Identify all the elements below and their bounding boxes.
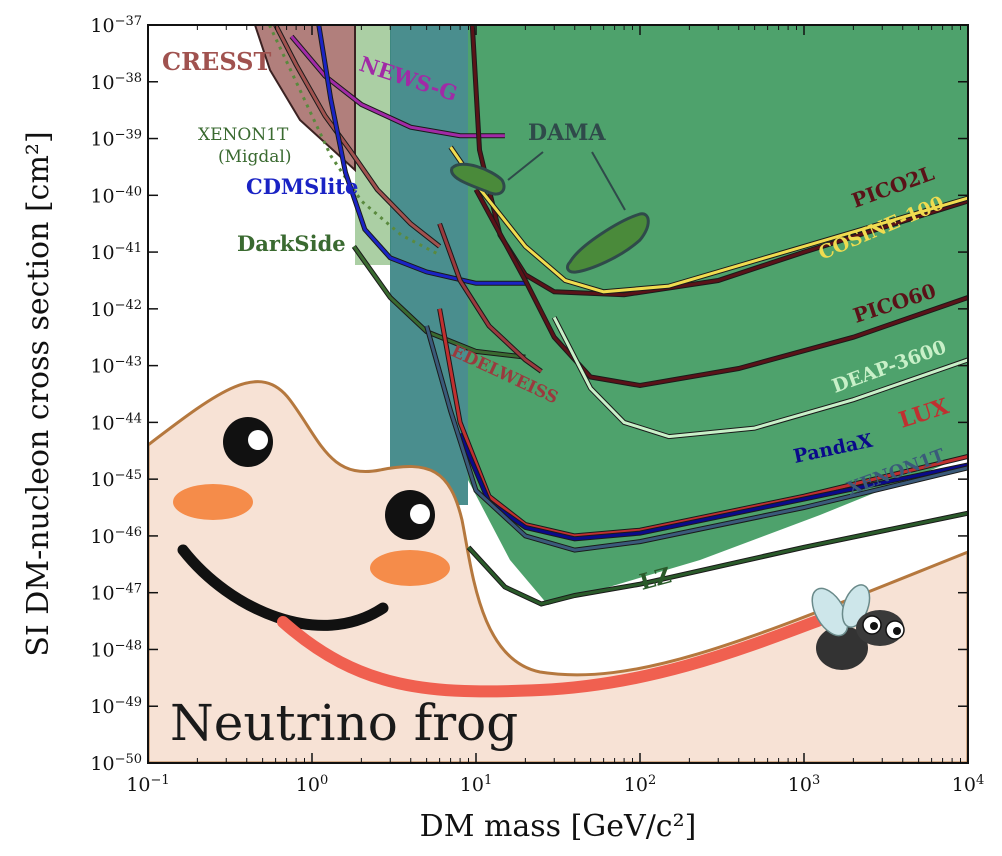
series-line-news-g bbox=[290, 35, 505, 138]
frog-tongue bbox=[277, 614, 826, 698]
fly-illustration bbox=[811, 584, 905, 670]
dama-region-low bbox=[450, 162, 506, 196]
frog-left-eye-highlight bbox=[248, 430, 268, 450]
series-layer bbox=[268, 25, 968, 607]
y-tick-label-9: 10−46 bbox=[90, 524, 142, 548]
y-tick-label-1: 10−38 bbox=[90, 70, 142, 94]
x-tick-label-0: 10−1 bbox=[126, 773, 169, 797]
y-tick-label-6: 10−43 bbox=[90, 354, 142, 378]
y-tick-label-7: 10−44 bbox=[90, 411, 142, 435]
frog-right-cheek bbox=[370, 550, 450, 586]
frog-left-cheek bbox=[173, 484, 253, 520]
label-dama: DAMA bbox=[528, 120, 607, 146]
label-xenon1t-migdal: XENON1T bbox=[198, 125, 289, 145]
x-ticks: 10−1 100 101 102 103 104 bbox=[126, 25, 984, 796]
y-tick-label-12: 10−49 bbox=[90, 695, 142, 719]
x-axis-label: DM mass [GeV/c²] bbox=[420, 809, 697, 844]
series-line-pico60 bbox=[474, 188, 968, 388]
y-axis-label: SI DM-nucleon cross section [cm²] bbox=[21, 131, 56, 656]
series-line-xenon1t bbox=[425, 325, 968, 552]
series-line-lz bbox=[467, 511, 968, 606]
series-line-cresst bbox=[274, 25, 441, 248]
series-line-xenon1t-migdal- bbox=[268, 25, 441, 257]
series-line-edelweiss bbox=[438, 223, 543, 373]
dama-arrow-1 bbox=[507, 151, 544, 181]
series-line-cdmslite bbox=[317, 25, 526, 285]
label-cresst: CRESST bbox=[162, 47, 271, 76]
y-tick-label-13: 10−50 bbox=[90, 752, 142, 776]
x-tick-label-1: 100 bbox=[296, 773, 328, 797]
dama-arrow-2 bbox=[591, 151, 626, 211]
excluded-region bbox=[468, 25, 968, 605]
frog-right-eye bbox=[385, 490, 435, 540]
y-tick-label-11: 10−48 bbox=[90, 638, 142, 662]
frog-right-eye-highlight bbox=[410, 504, 430, 524]
frog-mouth bbox=[177, 544, 389, 631]
plot-area bbox=[148, 25, 968, 763]
series-line-cosine-100 bbox=[449, 146, 968, 294]
label-migdal: (Migdal) bbox=[218, 147, 291, 167]
plot-frame bbox=[147, 24, 969, 764]
x-tick-label-3: 102 bbox=[624, 773, 656, 797]
x-tick-label-4: 103 bbox=[788, 773, 820, 797]
series-line-lux bbox=[438, 308, 968, 538]
y-tick-label-10: 10−47 bbox=[90, 581, 142, 605]
dama-region-high bbox=[566, 212, 650, 274]
label-cdmslite: CDMSlite bbox=[246, 174, 358, 199]
y-tick-label-4: 10−41 bbox=[90, 241, 142, 265]
frog-left-eye bbox=[223, 417, 273, 467]
y-tick-label-3: 10−40 bbox=[90, 184, 142, 208]
y-tick-label-2: 10−39 bbox=[90, 127, 142, 151]
y-ticks: 10−37 10−38 10−39 10−40 10−41 10−42 10−43 10−44… bbox=[90, 14, 968, 776]
y-tick-label-8: 10−45 bbox=[90, 468, 142, 492]
label-neutrino-frog: Neutrino frog bbox=[170, 694, 518, 752]
x-tick-label-5: 104 bbox=[952, 773, 984, 797]
y-tick-label-5: 10−42 bbox=[90, 297, 142, 321]
x-tick-label-2: 101 bbox=[460, 773, 492, 797]
series-line-deap-3600 bbox=[552, 316, 968, 439]
label-darkside: DarkSide bbox=[237, 231, 346, 256]
y-tick-label-0: 10−37 bbox=[90, 14, 142, 38]
